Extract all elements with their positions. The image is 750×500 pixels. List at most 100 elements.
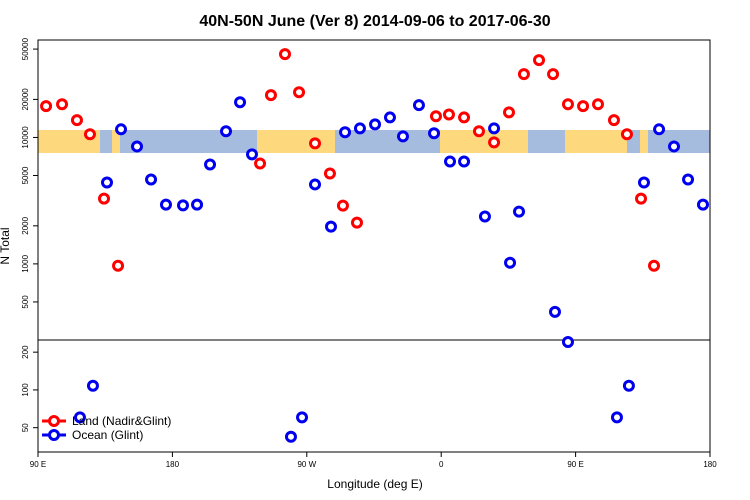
point (100, 176, 113, 189)
point (458, 111, 471, 124)
land-band (257, 130, 335, 153)
x-axis-label: Longitude (deg E) (327, 477, 422, 491)
y-axis-label: N Total (0, 227, 12, 264)
point (637, 176, 650, 189)
point (336, 199, 349, 212)
point (502, 106, 515, 119)
point (577, 100, 590, 113)
point (428, 127, 441, 140)
y-tick-label: 50000 (21, 37, 30, 60)
land-band (440, 130, 528, 153)
point (339, 126, 352, 139)
point (369, 118, 382, 131)
x-tick-label: 90 E (567, 460, 583, 469)
point (533, 54, 546, 67)
land-band (565, 130, 627, 153)
point (145, 173, 158, 186)
point (517, 68, 530, 81)
point (648, 259, 660, 272)
point (83, 128, 96, 141)
point (429, 110, 442, 123)
point (383, 111, 396, 124)
x-tick-label: 0 (439, 460, 444, 469)
land-band (112, 130, 120, 153)
ocean-band (38, 130, 710, 153)
point (264, 89, 277, 102)
point (70, 114, 83, 127)
point (86, 379, 99, 392)
point (56, 98, 69, 111)
point (323, 167, 336, 180)
point (309, 137, 322, 150)
point (40, 100, 53, 113)
point (592, 98, 604, 111)
point (204, 158, 217, 171)
point (653, 123, 666, 136)
point (309, 178, 322, 191)
point (513, 205, 526, 218)
point (635, 192, 648, 205)
point (610, 411, 623, 424)
point (112, 259, 125, 272)
point (472, 125, 485, 138)
point (353, 122, 366, 135)
point (177, 199, 190, 212)
point (254, 157, 267, 170)
point (159, 198, 172, 211)
point (620, 128, 633, 141)
point (296, 411, 309, 424)
y-tick-label: 500 (21, 295, 30, 309)
point (444, 155, 457, 168)
legend-marker (48, 429, 60, 441)
y-tick-label: 200 (21, 345, 30, 359)
point (278, 48, 291, 61)
point (622, 379, 635, 392)
y-tick-label: 20000 (21, 88, 30, 111)
x-tick-label: 90 W (297, 460, 316, 469)
point (561, 335, 574, 348)
point (548, 305, 561, 318)
y-tick-label: 50 (21, 423, 30, 432)
point (98, 192, 111, 205)
y-tick-label: 100 (21, 383, 30, 397)
point (488, 136, 501, 149)
y-tick-label: 10000 (21, 126, 30, 149)
point (668, 140, 681, 153)
point (396, 130, 409, 143)
y-tick-label: 2000 (21, 216, 30, 234)
legend-label: Land (Nadir&Glint) (72, 414, 171, 428)
point (191, 198, 204, 211)
point (478, 210, 491, 223)
y-tick-label: 1000 (21, 254, 30, 272)
point (324, 220, 337, 233)
point (115, 123, 128, 136)
point (234, 96, 247, 109)
point (293, 86, 306, 99)
legend-marker (48, 415, 60, 427)
point (73, 411, 86, 424)
point (696, 198, 709, 211)
point (284, 430, 297, 443)
y-tick-label: 5000 (21, 166, 30, 184)
point (245, 148, 258, 161)
point (547, 68, 560, 81)
land-band (640, 130, 648, 153)
point (131, 140, 144, 153)
point (412, 99, 425, 112)
legend-label: Ocean (Glint) (72, 428, 143, 442)
x-tick-label: 180 (703, 460, 717, 469)
chart-title: 40N-50N June (Ver 8) 2014-09-06 to 2017-… (199, 13, 550, 30)
point (607, 114, 620, 127)
plot-frame (37, 39, 711, 453)
point (350, 216, 363, 229)
point (220, 125, 233, 138)
point (504, 256, 517, 269)
x-tick-label: 90 E (30, 460, 46, 469)
point (561, 98, 574, 111)
x-tick-label: 180 (166, 460, 180, 469)
point (682, 173, 695, 186)
point (458, 155, 471, 168)
point (442, 108, 455, 121)
point (488, 122, 501, 135)
